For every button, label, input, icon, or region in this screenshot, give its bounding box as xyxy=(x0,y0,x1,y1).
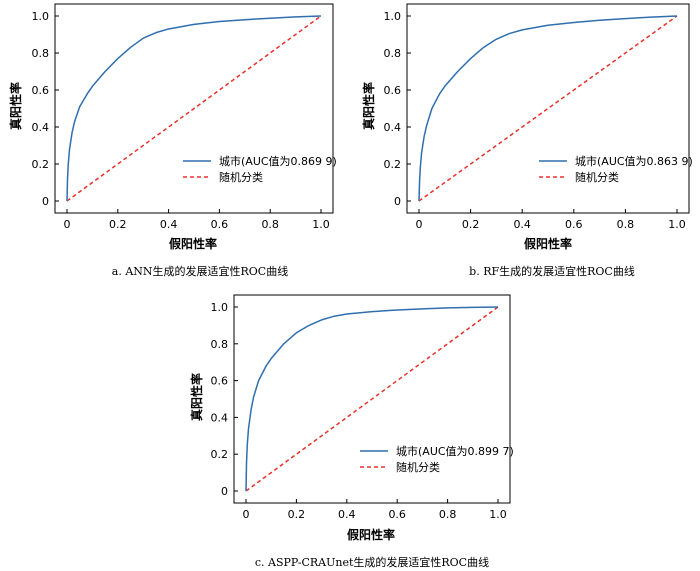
y-axis-ticks: 0 0.2 0.4 0.6 0.8 1.0 xyxy=(211,301,238,498)
y-tick-label: 0.6 xyxy=(211,375,229,388)
y-tick-label: 0.2 xyxy=(384,158,402,171)
y-axis-ticks: 0 0.2 0.4 0.6 0.8 1.0 xyxy=(32,10,59,208)
random-classifier-line xyxy=(418,15,678,202)
legend-label: 城市(AUC值为0.869 9) xyxy=(219,154,337,168)
panel-a: 真阳性率 假阳性率 a. ANN生成的发展适宜性ROC曲线 0 0.2 0.4 0.6… xyxy=(8,3,337,278)
x-tick-label: 0.2 xyxy=(462,218,480,231)
x-tick-label: 1.0 xyxy=(312,218,330,231)
y-axis-label: 真阳性率 xyxy=(361,82,376,130)
x-tick-label: 0.4 xyxy=(160,218,178,231)
y-tick-label: 0.2 xyxy=(211,448,229,461)
legend-label: 随机分类 xyxy=(396,460,440,474)
y-tick-label: 0 xyxy=(221,485,228,498)
x-tick-label: 0 xyxy=(416,218,423,231)
x-tick-label: 0 xyxy=(64,218,71,231)
y-axis-label: 真阳性率 xyxy=(189,373,204,421)
x-axis-ticks: 0 0.2 0.4 0.6 0.8 1.0 xyxy=(416,209,686,231)
x-tick-label: 0.8 xyxy=(617,218,635,231)
x-axis-ticks: 0 0.2 0.4 0.6 0.8 1.0 xyxy=(243,499,507,521)
y-tick-label: 0 xyxy=(42,195,49,208)
roc-curve xyxy=(245,306,499,492)
panel-caption: b. RF生成的发展适宜性ROC曲线 xyxy=(469,264,635,278)
panel-caption: a. ANN生成的发展适宜性ROC曲线 xyxy=(112,264,288,278)
y-tick-label: 0.4 xyxy=(384,121,402,134)
legend: 城市(AUC值为0.869 9) 随机分类 xyxy=(183,154,337,184)
y-tick-label: 1.0 xyxy=(211,301,229,314)
x-tick-label: 0.6 xyxy=(388,508,406,521)
plot-frame xyxy=(233,294,511,504)
x-tick-label: 0.4 xyxy=(338,508,356,521)
x-tick-label: 0.6 xyxy=(211,218,229,231)
y-tick-label: 0.6 xyxy=(32,84,50,97)
x-axis-label: 假阳性率 xyxy=(169,236,217,251)
roc-curve xyxy=(66,15,322,202)
x-tick-label: 0 xyxy=(243,508,250,521)
plot-frame xyxy=(406,3,690,214)
legend-label: 城市(AUC值为0.899 7) xyxy=(396,444,514,458)
y-tick-label: 1.0 xyxy=(384,10,402,23)
y-tick-label: 0.8 xyxy=(32,47,50,60)
roc-curve xyxy=(418,15,678,202)
y-tick-label: 0.2 xyxy=(32,158,50,171)
legend: 城市(AUC值为0.863 9) 随机分类 xyxy=(539,154,693,184)
x-tick-label: 0.8 xyxy=(261,218,279,231)
x-tick-label: 0.2 xyxy=(109,218,127,231)
y-tick-label: 0.6 xyxy=(384,84,402,97)
random-classifier-line xyxy=(66,15,322,202)
x-tick-label: 1.0 xyxy=(668,218,686,231)
x-tick-label: 0.8 xyxy=(439,508,457,521)
y-tick-label: 0.4 xyxy=(32,121,50,134)
panel-caption: c. ASPP-CRAUnet生成的发展适宜性ROC曲线 xyxy=(255,555,489,569)
x-tick-label: 0.4 xyxy=(513,218,531,231)
legend-label: 随机分类 xyxy=(575,170,619,184)
x-tick-label: 1.0 xyxy=(489,508,507,521)
random-classifier-line xyxy=(245,306,499,492)
legend: 城市(AUC值为0.899 7) 随机分类 xyxy=(360,444,514,474)
y-axis-ticks: 0 0.2 0.4 0.6 0.8 1.0 xyxy=(384,10,411,208)
plot-frame xyxy=(54,3,334,214)
legend-label: 城市(AUC值为0.863 9) xyxy=(575,154,693,168)
x-axis-label: 假阳性率 xyxy=(524,236,572,251)
panel-c: 真阳性率 假阳性率 c. ASPP-CRAUnet生成的发展适宜性ROC曲线 0… xyxy=(189,294,514,569)
panel-b: 真阳性率 假阳性率 b. RF生成的发展适宜性ROC曲线 0 0.2 0.4 0.6 0… xyxy=(361,3,693,278)
y-tick-label: 0 xyxy=(394,195,401,208)
x-tick-label: 0.6 xyxy=(565,218,583,231)
y-tick-label: 0.4 xyxy=(211,411,229,424)
legend-label: 随机分类 xyxy=(219,170,263,184)
y-tick-label: 1.0 xyxy=(32,10,50,23)
y-axis-label: 真阳性率 xyxy=(8,82,23,130)
x-axis-label: 假阳性率 xyxy=(347,527,395,542)
y-tick-label: 0.8 xyxy=(384,47,402,60)
y-tick-label: 0.8 xyxy=(211,338,229,351)
x-tick-label: 0.2 xyxy=(288,508,306,521)
x-axis-ticks: 0 0.2 0.4 0.6 0.8 1.0 xyxy=(64,209,330,231)
